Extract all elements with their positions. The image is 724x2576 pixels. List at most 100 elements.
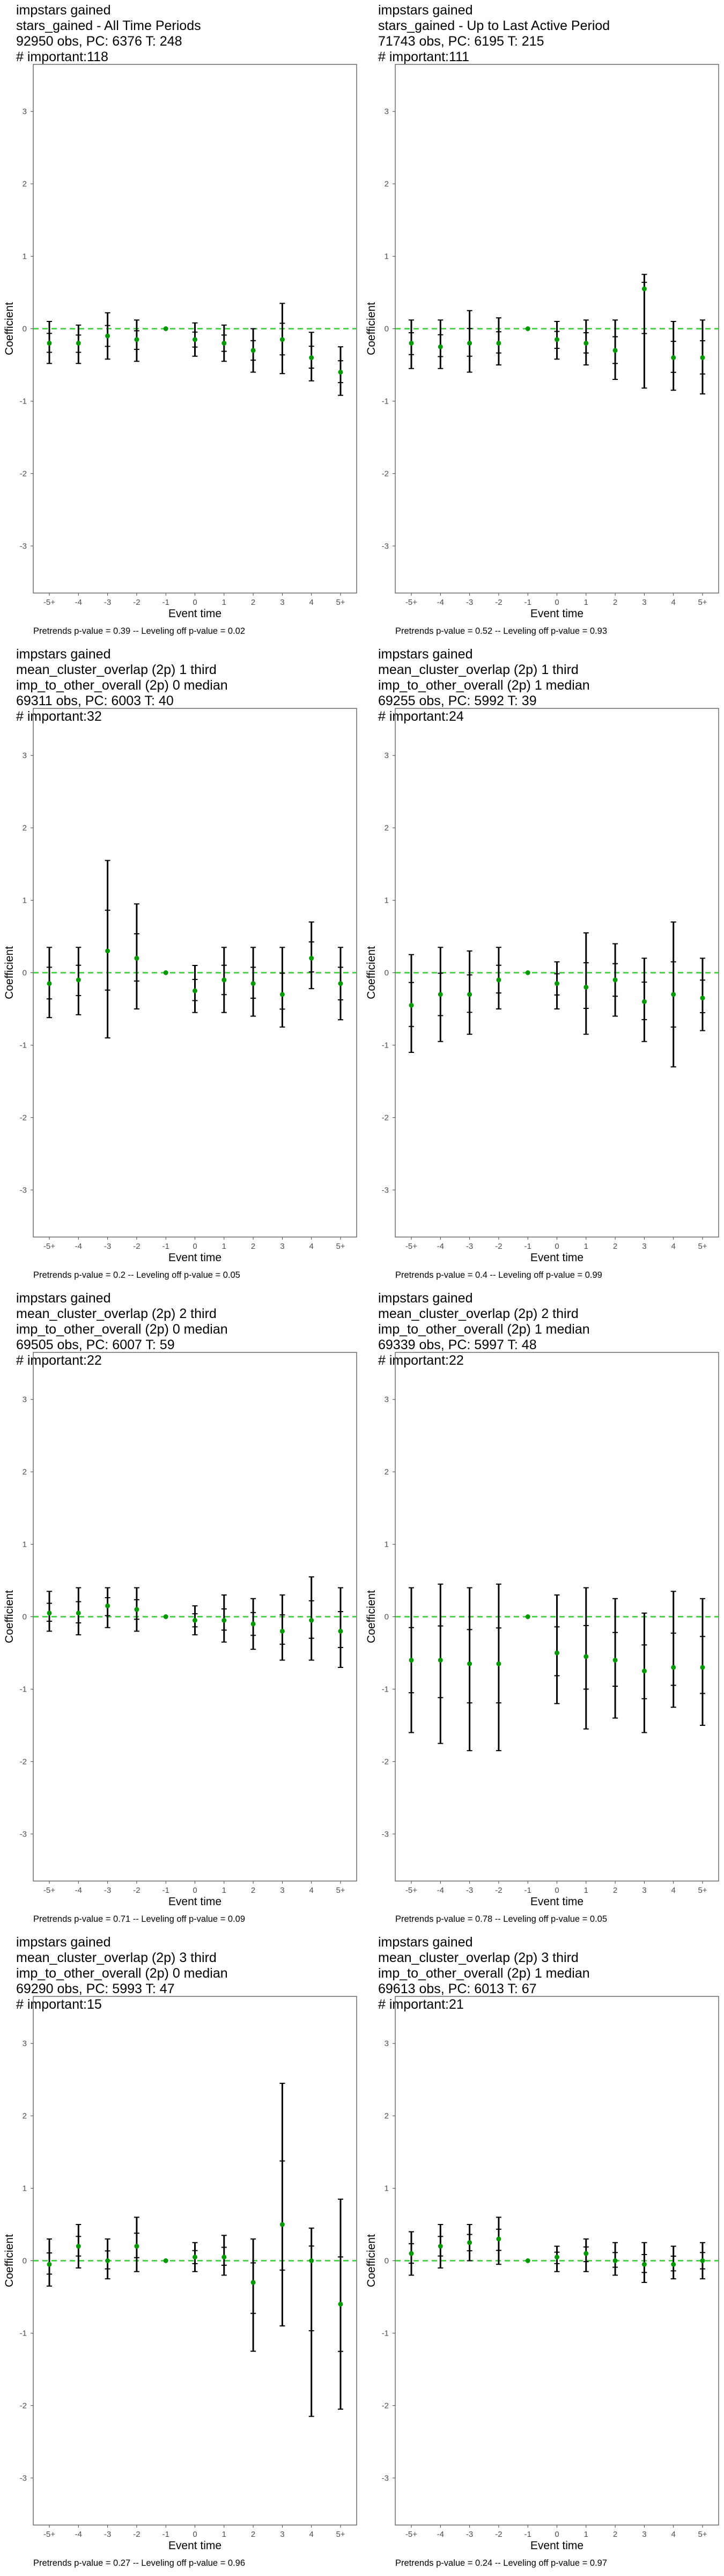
x-tick-label: -3	[104, 1242, 111, 1251]
y-tick-label: -1	[382, 397, 389, 406]
title-line: # important:118	[16, 49, 108, 64]
x-tick-label: 4	[671, 598, 676, 607]
coefficient-point	[221, 1618, 227, 1623]
coefficient-point	[641, 2262, 647, 2267]
x-tick-label: 3	[642, 1886, 646, 1895]
title-line: impstars gained	[16, 1935, 111, 1950]
x-tick-label: 5+	[336, 1886, 345, 1895]
coefficient-point	[338, 369, 343, 375]
x-tick-label: 1	[584, 2530, 588, 2539]
x-tick-label: -4	[75, 1242, 82, 1251]
x-tick-label: 1	[222, 1886, 226, 1895]
x-tick-label: 1	[584, 598, 588, 607]
title-line: 69505 obs, PC: 6007 T: 59	[16, 1337, 175, 1352]
y-tick-label: 1	[23, 1540, 27, 1549]
y-tick-label: -1	[382, 1685, 389, 1694]
coefficient-point	[134, 2244, 139, 2249]
x-tick-label: 4	[671, 1242, 676, 1251]
x-axis-title: Event time	[168, 2540, 221, 2552]
title-line: stars_gained - Up to Last Active Period	[378, 18, 610, 33]
coefficient-point	[555, 1650, 559, 1656]
chart-title: impstars gained stars_gained - All Time P…	[16, 3, 359, 65]
y-tick-label: 2	[23, 824, 27, 833]
coefficient-point	[467, 2240, 472, 2245]
x-tick-label: -2	[133, 2530, 140, 2539]
title-line: # important:21	[378, 1997, 464, 2012]
coefficient-point	[467, 1661, 472, 1666]
coefficient-point	[612, 977, 618, 983]
x-tick-label: -2	[495, 2530, 502, 2539]
coefficient-point	[409, 1657, 414, 1663]
y-tick-label: -1	[20, 1685, 27, 1694]
title-line: impstars gained	[16, 1291, 111, 1306]
x-tick-label: 5+	[698, 1886, 707, 1895]
x-axis-title: Event time	[168, 1896, 221, 1908]
coefficient-point	[250, 2280, 256, 2285]
x-axis-title: Event time	[168, 1252, 221, 1264]
coefficient-point	[671, 2262, 676, 2267]
title-line: imp_to_other_overall (2p) 1 median	[378, 1966, 590, 1981]
x-tick-label: 5+	[698, 2530, 707, 2539]
y-tick-label: 3	[385, 1395, 389, 1404]
y-tick-label: -2	[20, 1757, 27, 1766]
coefficient-point	[105, 333, 110, 339]
x-tick-label: 0	[555, 1886, 559, 1895]
x-tick-label: -2	[495, 1242, 502, 1251]
x-tick-label: -4	[75, 2530, 82, 2539]
x-tick-label: 0	[193, 1242, 197, 1251]
coefficient-point	[496, 977, 501, 983]
y-tick-label: -2	[20, 469, 27, 478]
y-tick-label: 0	[23, 2257, 27, 2266]
y-tick-label: -3	[20, 2473, 27, 2483]
coefficient-point	[134, 1607, 139, 1612]
coefficient-point	[250, 1621, 256, 1627]
x-tick-label: 2	[613, 1242, 617, 1251]
x-tick-label: -2	[495, 1886, 502, 1895]
title-line: 69339 obs, PC: 5997 T: 48	[378, 1337, 537, 1352]
coefficient-point	[193, 988, 197, 993]
title-line: imp_to_other_overall (2p) 0 median	[16, 1322, 228, 1337]
coefficient-point	[438, 344, 443, 349]
coefficient-point	[309, 1618, 314, 1623]
coefficient-point	[338, 1628, 343, 1634]
title-line: imp_to_other_overall (2p) 0 median	[16, 1966, 228, 1981]
y-axis-title: Coefficient	[3, 1590, 16, 1643]
y-tick-label: 1	[23, 252, 27, 261]
x-tick-label: -1	[162, 598, 169, 607]
x-tick-label: -3	[104, 598, 111, 607]
event-study-panel: impstars gained mean_cluster_overlap (2p)…	[0, 1932, 362, 2576]
title-line: impstars gained	[16, 3, 111, 18]
x-axis-title: Event time	[530, 1252, 583, 1264]
x-tick-label: -3	[104, 2530, 111, 2539]
x-tick-label: -2	[133, 598, 140, 607]
x-tick-label: -1	[162, 1886, 169, 1895]
coefficient-point	[163, 2258, 168, 2263]
y-tick-label: -3	[20, 541, 27, 551]
title-line: mean_cluster_overlap (2p) 1 third	[378, 662, 579, 677]
y-tick-label: 1	[23, 2184, 27, 2193]
coefficient-point	[105, 2258, 110, 2263]
coefficient-point	[496, 1661, 501, 1666]
y-axis-title: Coefficient	[365, 946, 378, 999]
coefficient-point	[700, 355, 705, 360]
coefficient-point	[221, 340, 227, 346]
coefficient-plot: -3 -2 -1 0 1 2 3 -5+ -4 -3 -2 -1 0 1 2 3 4 5+ Event time Co…	[365, 1352, 719, 1908]
y-tick-label: 0	[23, 1613, 27, 1622]
title-line: impstars gained	[378, 1935, 473, 1950]
title-line: impstars gained	[378, 647, 473, 662]
p-value-footnote: Pretrends p-value = 0.39 -- Leveling off…	[33, 626, 246, 636]
y-axis-title: Coefficient	[365, 302, 378, 355]
coefficient-point	[700, 1665, 705, 1670]
x-tick-label: 4	[671, 2530, 676, 2539]
y-tick-label: 2	[385, 824, 389, 833]
title-line: 71743 obs, PC: 6195 T: 215	[378, 34, 544, 49]
y-tick-label: -1	[20, 397, 27, 406]
x-tick-label: 2	[251, 598, 255, 607]
y-tick-label: 2	[385, 2112, 389, 2121]
coefficient-point	[525, 326, 530, 331]
x-tick-label: -3	[466, 1242, 473, 1251]
title-line: # important:22	[378, 1353, 464, 1368]
y-tick-label: 1	[385, 896, 389, 905]
event-study-panel: impstars gained mean_cluster_overlap (2p)…	[362, 1932, 724, 2576]
chart-title: impstars gained mean_cluster_overlap (2p)…	[378, 1935, 721, 2012]
